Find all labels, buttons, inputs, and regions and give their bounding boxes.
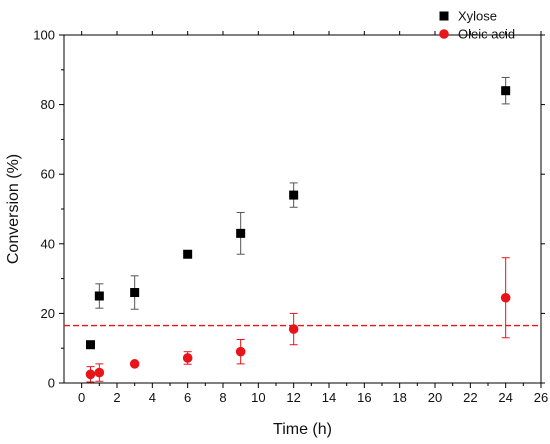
y-tick-label: 60 <box>41 167 55 182</box>
x-tick-label: 16 <box>357 390 371 405</box>
data-point <box>236 228 246 238</box>
data-point <box>94 367 105 378</box>
data-point <box>289 190 299 200</box>
y-tick-label: 100 <box>33 28 55 43</box>
x-tick-label: 6 <box>184 390 191 405</box>
x-tick-label: 8 <box>219 390 226 405</box>
x-tick-label: 26 <box>534 390 548 405</box>
data-point <box>94 291 104 301</box>
x-tick-label: 18 <box>392 390 406 405</box>
y-tick-label: 0 <box>48 376 55 391</box>
legend-label: Oleic acid <box>458 27 515 42</box>
x-tick-label: 12 <box>286 390 300 405</box>
y-tick-label: 40 <box>41 236 55 251</box>
series-oleic-acid <box>85 257 511 383</box>
y-tick-label: 20 <box>41 306 55 321</box>
data-point <box>183 249 193 259</box>
x-tick-label: 0 <box>78 390 85 405</box>
x-tick-label: 24 <box>498 390 512 405</box>
y-axis-title: Conversion (%) <box>5 154 22 264</box>
x-tick-label: 20 <box>428 390 442 405</box>
data-point <box>130 288 140 298</box>
x-tick-label: 4 <box>149 390 156 405</box>
x-axis-title: Time (h) <box>273 421 332 438</box>
legend-item: Xylose <box>439 9 497 24</box>
series-layer <box>85 76 511 383</box>
legend-marker <box>439 29 449 39</box>
data-point <box>129 359 140 369</box>
x-tick-label: 2 <box>113 390 120 405</box>
series-xylose <box>86 76 511 350</box>
data-point <box>235 346 246 357</box>
data-point <box>288 324 299 334</box>
plot-frame <box>63 34 542 384</box>
x-tick-label: 14 <box>322 390 336 405</box>
legend-item: Oleic acid <box>439 27 515 42</box>
legend-marker <box>439 11 449 21</box>
data-point <box>86 340 95 350</box>
x-tick-label: 10 <box>251 390 265 405</box>
data-point <box>85 369 96 380</box>
data-point <box>501 86 511 96</box>
legend-label: Xylose <box>458 9 497 24</box>
y-tick-label: 80 <box>41 97 55 112</box>
data-point <box>500 292 511 303</box>
x-tick-label: 22 <box>463 390 477 405</box>
legend: Xylose Oleic acid <box>439 9 515 42</box>
data-point <box>182 353 193 363</box>
